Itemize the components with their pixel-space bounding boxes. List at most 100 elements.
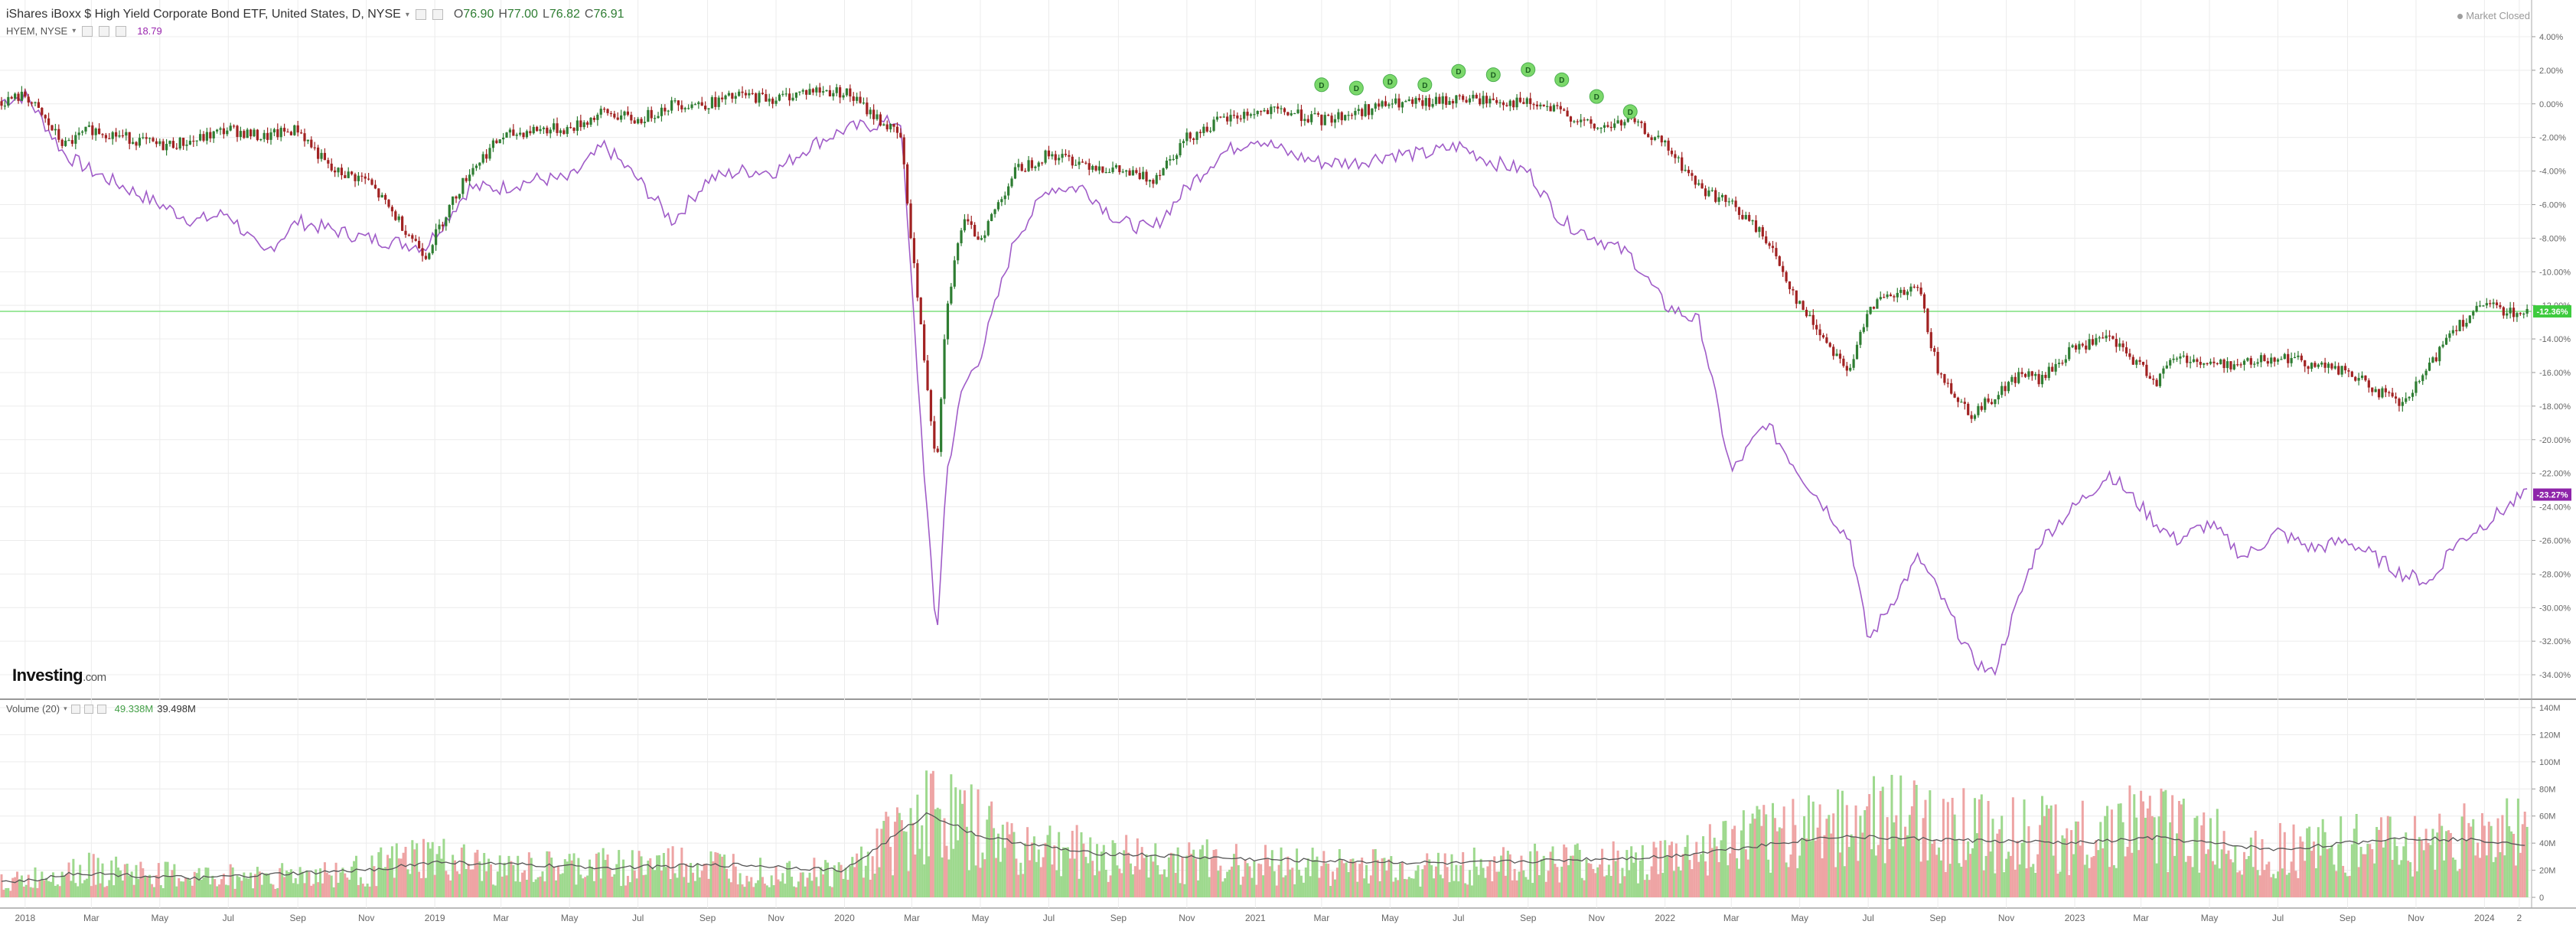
hyg-candle-body	[1798, 301, 1802, 304]
volume-bar	[853, 867, 856, 897]
hyg-candle-body	[249, 129, 253, 137]
hyg-candle-body	[569, 127, 572, 129]
volume-bar	[640, 856, 643, 897]
hyg-candle-body	[1313, 113, 1316, 115]
volume-bar	[757, 880, 760, 897]
hyg-candle-body	[310, 139, 313, 148]
close-icon[interactable]	[432, 9, 443, 20]
volume-bar	[950, 774, 953, 897]
volume-bar	[312, 884, 315, 897]
hyg-candle-body	[842, 95, 845, 98]
dividend-marker-label: D	[1525, 67, 1531, 75]
volume-bar	[18, 879, 21, 897]
volume-bar	[599, 878, 602, 897]
x-tick-label: Nov	[2408, 913, 2424, 923]
hyg-candle-body	[926, 360, 929, 391]
hyg-candle-body	[357, 175, 360, 181]
hyg-candle-body	[1441, 96, 1444, 104]
volume-bar	[173, 864, 176, 897]
hyg-candle-body	[1821, 335, 1825, 338]
volume-bar	[536, 877, 540, 897]
hyg-candle-body	[741, 91, 744, 93]
volume-bar	[476, 849, 479, 897]
chevron-down-icon[interactable]: ▾	[405, 10, 409, 19]
volume-bar	[1866, 806, 1869, 897]
hyg-candle-body	[2418, 381, 2421, 382]
volume-bar	[142, 868, 145, 897]
volume-bar	[1991, 819, 1994, 897]
hyg-candle-body	[929, 390, 933, 422]
volume-bar	[779, 881, 782, 897]
eye-icon[interactable]	[70, 704, 80, 714]
hyg-candle-body	[946, 303, 950, 340]
y-tick-label: -6.00%	[2539, 200, 2566, 210]
hyg-candle-body	[340, 168, 344, 175]
volume-bar	[2045, 805, 2048, 897]
volume-bar	[368, 886, 371, 897]
hyg-candle-body	[256, 129, 259, 141]
close-icon[interactable]	[96, 704, 106, 714]
hyg-candle-body	[673, 100, 677, 102]
close-label: C	[584, 8, 594, 21]
volume-bar	[2014, 869, 2017, 897]
volume-bar	[7, 887, 10, 897]
hyg-candle-body	[967, 219, 970, 222]
hyg-candle-body	[1277, 106, 1280, 109]
volume-bar	[2326, 849, 2329, 897]
volume-bar	[2239, 871, 2242, 897]
volume-bar	[835, 870, 838, 897]
x-tick-label: Jul	[1862, 913, 1873, 923]
volume-bar	[1805, 838, 1808, 897]
hyg-candle-body	[1508, 100, 1511, 106]
x-tick-label: Jul	[1453, 913, 1464, 923]
hyg-candle-body	[1222, 116, 1225, 118]
volume-bar	[334, 862, 337, 897]
hyg-candle-body	[693, 104, 697, 106]
volume-bar	[2007, 851, 2010, 897]
volume-bar	[2413, 815, 2416, 897]
hyg-candle-body	[495, 140, 498, 144]
hyg-candle-body	[1371, 108, 1374, 116]
volume-bar	[613, 874, 616, 897]
close-icon[interactable]	[116, 25, 127, 37]
volume-bar	[1392, 881, 1395, 897]
volume-bar	[2487, 822, 2490, 897]
hyg-candle-body	[1344, 115, 1347, 121]
volume-bar	[449, 880, 452, 897]
hyg-candle-body	[377, 188, 380, 198]
eye-icon[interactable]	[82, 25, 93, 37]
hyg-candle-body	[2169, 360, 2172, 366]
volume-bar	[774, 866, 778, 897]
volume-bar	[384, 867, 387, 897]
volume-bar	[1029, 860, 1032, 897]
volume-bar	[2503, 855, 2506, 897]
settings-icon[interactable]	[99, 25, 110, 37]
hyg-candle-body	[387, 200, 390, 207]
volume-bar	[483, 853, 486, 897]
volume-bar	[159, 885, 162, 897]
volume-bar	[1053, 845, 1056, 897]
settings-icon[interactable]	[83, 704, 93, 714]
hyg-candle-body	[380, 194, 383, 198]
volume-bar	[416, 843, 419, 897]
hyg-candle-body	[1263, 109, 1266, 112]
chevron-down-icon[interactable]: ▾	[72, 27, 77, 35]
hyg-candle-body	[1135, 170, 1138, 174]
volume-bar	[1693, 853, 1696, 897]
hyg-candle-body	[1647, 134, 1650, 138]
volume-bar	[2480, 812, 2483, 897]
volume-bar	[2043, 815, 2046, 897]
hyg-candle-body	[272, 129, 276, 133]
chevron-down-icon[interactable]: ▾	[64, 705, 67, 712]
volume-bar	[1441, 878, 1444, 897]
x-tick-label: Sep	[290, 913, 307, 923]
volume-bar	[256, 867, 259, 897]
volume-bar	[1989, 851, 1992, 897]
x-tick-label: May	[561, 913, 579, 923]
status-dot-icon	[2457, 14, 2464, 19]
volume-bar	[22, 886, 25, 897]
settings-icon[interactable]	[415, 9, 426, 20]
hyg-candle-body	[943, 339, 946, 399]
hyg-candle-body	[94, 129, 97, 135]
hyg-candle-body	[856, 96, 859, 101]
